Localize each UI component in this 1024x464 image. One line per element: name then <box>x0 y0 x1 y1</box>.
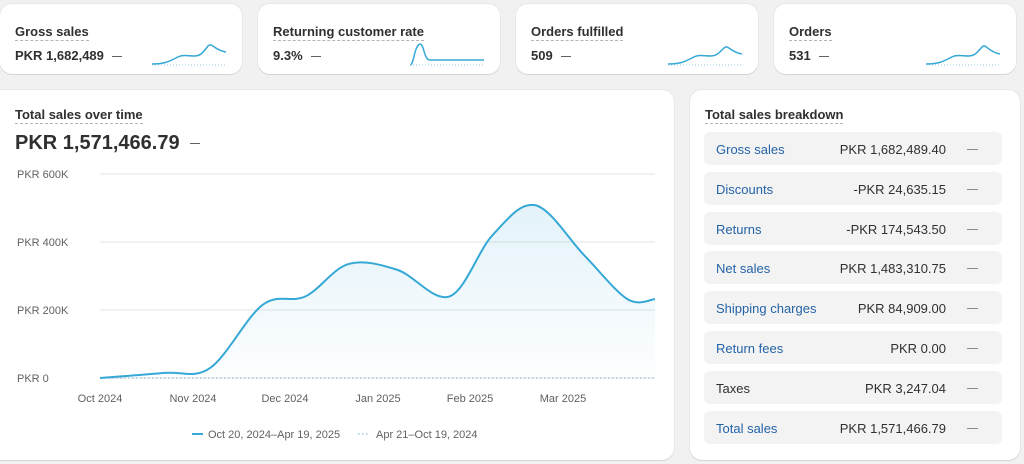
no-change-indicator <box>967 387 978 389</box>
breakdown-row-value: PKR 1,483,310.75 <box>839 261 946 277</box>
breakdown-row-label[interactable]: Shipping charges <box>716 301 817 317</box>
breakdown-row[interactable]: Total sales PKR 1,571,466.79 <box>704 410 1002 444</box>
metric-card-orders-fulfilled[interactable]: Orders fulfilled 509 <box>516 4 758 74</box>
series-area <box>100 204 655 378</box>
metric-value: 509 <box>531 48 571 63</box>
y-tick-label: PKR 400K <box>17 237 69 249</box>
breakdown-row[interactable]: Gross sales PKR 1,682,489.40 <box>704 132 1002 165</box>
metric-label[interactable]: Orders fulfilled <box>531 24 624 41</box>
no-change-indicator <box>189 143 200 145</box>
x-tick-label: Mar 2025 <box>540 393 586 405</box>
metric-label[interactable]: Orders <box>789 24 832 41</box>
data-point[interactable] <box>529 199 541 211</box>
data-point[interactable] <box>486 229 498 241</box>
breakdown-row-label[interactable]: Gross sales <box>716 142 785 157</box>
chart-title[interactable]: Total sales over time <box>15 107 143 124</box>
x-tick-label: Dec 2024 <box>261 393 308 405</box>
metric-value: PKR 1,682,489 <box>15 48 122 63</box>
breakdown-row-label: Taxes <box>716 380 750 396</box>
breakdown-row-label[interactable]: Discounts <box>716 181 774 197</box>
no-change-indicator <box>310 56 321 58</box>
data-point[interactable] <box>204 362 216 374</box>
data-point[interactable] <box>299 290 311 302</box>
x-tick-label: Jan 2025 <box>355 393 400 405</box>
no-change-indicator <box>967 228 978 230</box>
data-point[interactable] <box>391 264 403 276</box>
no-change-indicator <box>967 188 978 190</box>
no-change-indicator <box>818 56 829 58</box>
total-sales-value: PKR 1,571,466.79 <box>15 132 200 155</box>
no-change-indicator <box>967 149 978 150</box>
data-point[interactable] <box>342 258 354 270</box>
y-tick-label: PKR 600K <box>17 169 69 181</box>
no-change-indicator <box>111 56 122 58</box>
x-tick-label: Nov 2024 <box>169 393 216 405</box>
breakdown-row-value: PKR 1,571,466.79 <box>839 420 946 436</box>
metric-card-returning-rate[interactable]: Returning customer rate 9.3% <box>258 4 500 74</box>
breakdown-row-value: PKR 3,247.04 <box>865 380 946 396</box>
breakdown-row-label[interactable]: Returns <box>716 221 762 237</box>
breakdown-row-label[interactable]: Return fees <box>716 341 784 356</box>
breakdown-row[interactable]: Shipping charges PKR 84,909.00 <box>704 291 1002 325</box>
metric-value: 531 <box>789 48 829 63</box>
sales-breakdown-card: Total sales breakdown Gross sales PKR 1,6… <box>690 90 1020 460</box>
metric-value: 9.3% <box>273 48 321 63</box>
breakdown-row[interactable]: Return fees PKR 0.00 <box>704 331 1002 364</box>
sparkline <box>151 44 227 66</box>
breakdown-row-label[interactable]: Net sales <box>716 261 771 277</box>
legend-label-comparison[interactable]: Apr 21–Oct 19, 2024 <box>376 429 478 441</box>
sparkline <box>667 46 743 66</box>
breakdown-title[interactable]: Total sales breakdown <box>705 107 844 124</box>
no-change-indicator <box>967 268 978 270</box>
breakdown-row-value: PKR 0.00 <box>890 341 946 356</box>
no-change-indicator <box>560 56 571 58</box>
y-tick-label: PKR 0 <box>17 373 49 385</box>
breakdown-row-value: -PKR 174,543.50 <box>846 221 946 237</box>
sparkline <box>409 43 484 66</box>
legend-label-current[interactable]: Oct 20, 2024–Apr 19, 2025 <box>208 429 340 441</box>
x-tick-label: Feb 2025 <box>447 393 493 405</box>
total-sales-chart-card: Total sales over time PKR 1,571,466.79 P… <box>0 90 674 460</box>
x-tick-label: Oct 2024 <box>78 393 123 405</box>
sales-line-chart: PKR 0 PKR 200K PKR 400K PKR 600K Oct 2024 Nov… <box>17 169 656 441</box>
no-change-indicator <box>967 427 978 429</box>
y-tick-label: PKR 200K <box>17 305 69 317</box>
breakdown-row[interactable]: Returns -PKR 174,543.50 <box>704 211 1002 245</box>
data-point[interactable] <box>444 290 456 302</box>
metric-label[interactable]: Returning customer rate <box>273 24 424 41</box>
no-change-indicator <box>967 348 978 349</box>
sparkline <box>925 45 1001 66</box>
metric-card-orders[interactable]: Orders 531 <box>774 4 1016 74</box>
data-point[interactable] <box>94 372 106 384</box>
data-point[interactable] <box>158 367 170 379</box>
breakdown-row[interactable]: Discounts -PKR 24,635.15 <box>704 171 1002 205</box>
breakdown-row-value: PKR 1,682,489.40 <box>839 142 946 157</box>
data-point[interactable] <box>257 299 269 311</box>
breakdown-row[interactable]: Net sales PKR 1,483,310.75 <box>704 251 1002 285</box>
breakdown-row-value: PKR 84,909.00 <box>857 301 946 317</box>
no-change-indicator <box>967 308 978 310</box>
series-line <box>99 203 656 379</box>
metric-card-gross-sales[interactable]: Gross sales PKR 1,682,489 <box>0 4 242 74</box>
data-point[interactable] <box>578 250 590 262</box>
data-point[interactable] <box>621 293 633 305</box>
breakdown-row-label[interactable]: Total sales <box>716 420 778 436</box>
breakdown-row-value: -PKR 24,635.15 <box>853 181 946 197</box>
breakdown-row: Taxes PKR 3,247.04 <box>704 370 1002 404</box>
metric-label[interactable]: Gross sales <box>15 24 89 41</box>
